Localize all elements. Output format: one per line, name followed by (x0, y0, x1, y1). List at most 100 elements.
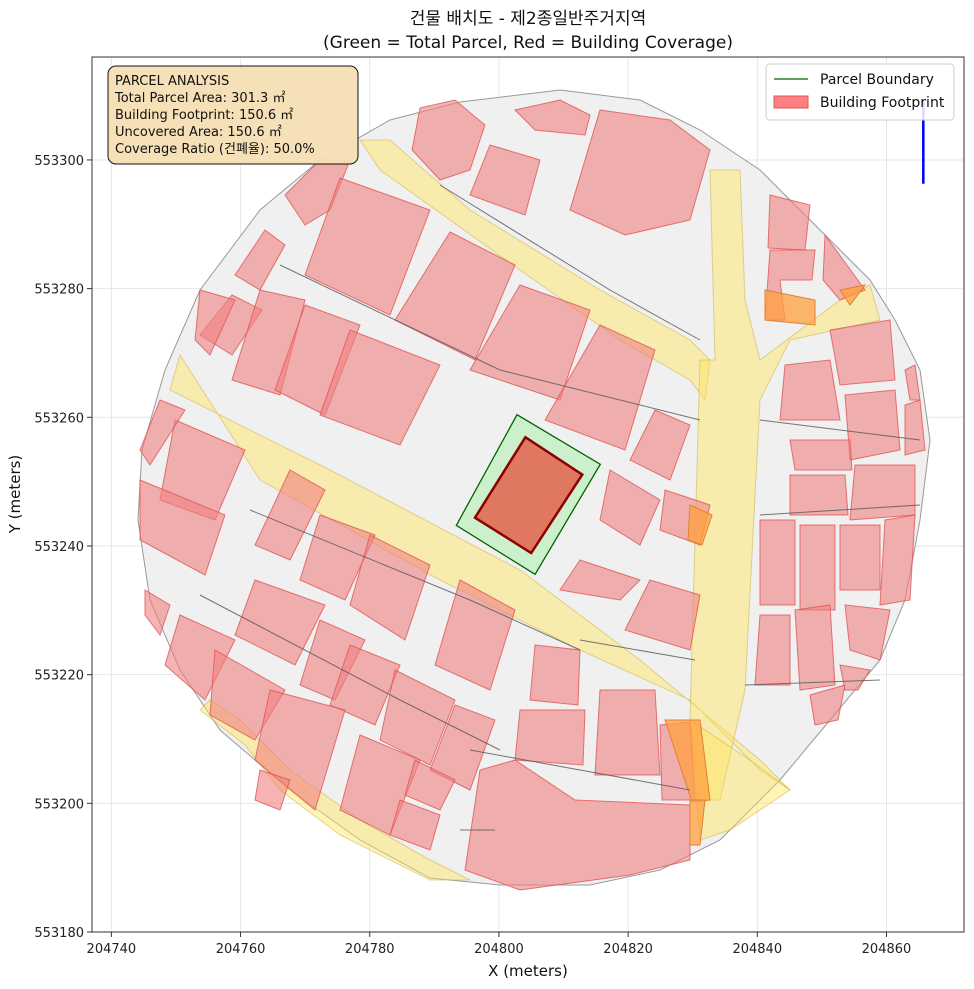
parcel-line (744, 679, 881, 686)
x-tick-label: 204820 (603, 942, 653, 957)
building-footprint (389, 799, 441, 851)
building-footprint (434, 579, 516, 691)
building-footprint (469, 144, 541, 216)
building-footprint (629, 409, 691, 481)
building-footprint (144, 589, 171, 637)
building-footprint (879, 514, 916, 606)
building-footprint (164, 614, 236, 701)
building-footprint (254, 689, 346, 811)
building-footprint (689, 799, 706, 846)
building-footprint (767, 194, 811, 251)
building-footprint (319, 329, 441, 446)
building-footprint (764, 289, 816, 326)
info-building-footprint: Building Footprint: 150.6 ㎡ (115, 108, 293, 123)
building-footprint (394, 231, 516, 361)
x-tick-label: 204760 (216, 942, 266, 957)
building-footprint (429, 704, 496, 791)
building-footprints (139, 99, 926, 891)
building-footprint (594, 689, 661, 776)
building-footprint (569, 109, 711, 236)
building-footprint (687, 504, 713, 546)
axes-frame (91, 56, 965, 933)
building-footprint (844, 604, 891, 661)
x-axis-ticks: 204740 204760 204780 204800 204820 204840 2048… (87, 932, 912, 957)
building-footprint (514, 709, 586, 766)
building-footprint (304, 177, 431, 316)
building-footprint (464, 759, 691, 891)
info-uncovered-area: Uncovered Area: 150.6 ㎡ (115, 125, 282, 140)
y-tick-label: 553200 (34, 797, 84, 812)
parcel-line (279, 264, 701, 421)
building-footprint (404, 759, 456, 811)
x-tick-label: 204800 (474, 942, 524, 957)
chart-title-line-2: (Green = Total Parcel, Red = Building Co… (323, 33, 733, 53)
parcel-line (439, 184, 701, 341)
building-footprint (254, 769, 291, 811)
building-footprint (849, 464, 916, 521)
building-footprint (754, 614, 791, 686)
y-tick-label: 553280 (34, 283, 84, 298)
target-building (473, 435, 585, 555)
x-tick-label: 204780 (345, 942, 395, 957)
parcel-lines (199, 184, 921, 831)
legend-box (765, 63, 955, 121)
building-footprint (799, 524, 836, 611)
parcel-line (759, 504, 921, 516)
parcel-line (579, 639, 696, 661)
parcel-line (759, 419, 921, 441)
parcel-analysis-box: PARCEL ANALYSIS Total Parcel Area: 301.3… (107, 65, 359, 165)
building-footprint (664, 719, 711, 803)
parcel-line (249, 509, 581, 651)
legend-building-swatch (773, 95, 809, 109)
y-tick-label: 553220 (34, 669, 84, 684)
building-footprint (544, 324, 656, 451)
road-vertical-east (689, 169, 881, 801)
building-footprint (329, 644, 401, 726)
building-footprint (779, 359, 841, 421)
building-footprint (809, 684, 846, 726)
building-footprint (529, 644, 581, 706)
building-footprint (822, 233, 866, 301)
info-coverage-ratio: Coverage Ratio (건폐율): 50.0% (115, 142, 315, 157)
building-footprint (789, 439, 853, 471)
building-footprint (624, 579, 701, 651)
building-footprint (514, 99, 591, 136)
building-footprint (254, 469, 326, 561)
y-tick-label: 553260 (34, 411, 84, 426)
map-layer (137, 89, 931, 891)
building-footprint (559, 559, 641, 601)
parcel-line (199, 594, 501, 751)
y-tick-label: 553300 (34, 154, 84, 169)
building-footprint (411, 99, 486, 181)
building-footprint (139, 479, 226, 576)
info-box-background (107, 65, 359, 165)
y-tick-label: 553180 (34, 926, 84, 941)
y-axis-label: Y (meters) (6, 455, 24, 535)
building-footprint (299, 514, 376, 601)
x-tick-label: 204740 (87, 942, 137, 957)
legend: Parcel Boundary Building Footprint (765, 63, 955, 121)
building-footprint (789, 474, 849, 516)
x-tick-label: 204840 (732, 942, 782, 957)
building-footprint (599, 469, 661, 546)
parcel-line (469, 749, 691, 791)
building-footprint (829, 319, 896, 386)
legend-parcel-label: Parcel Boundary (820, 72, 934, 88)
chart-title-line-1: 건물 배치도 - 제2종일반주거지역 (410, 9, 646, 29)
y-axis-ticks: 553180 553200 553220 553240 553260 553280 5533… (34, 154, 92, 941)
x-axis-label: X (meters) (488, 962, 568, 980)
building-footprint (379, 669, 456, 766)
building-footprint (839, 524, 881, 591)
building-footprint (839, 284, 867, 306)
building-footprint (759, 519, 796, 606)
x-tick-label: 204860 (862, 942, 912, 957)
building-footprint (194, 289, 236, 356)
y-tick-label: 553240 (34, 540, 84, 555)
building-footprint (844, 389, 901, 461)
building-footprint (794, 604, 836, 691)
building-footprint (349, 534, 431, 641)
info-total-area: Total Parcel Area: 301.3 ㎡ (114, 91, 285, 106)
info-box-heading: PARCEL ANALYSIS (115, 74, 229, 89)
building-footprint (139, 399, 186, 466)
